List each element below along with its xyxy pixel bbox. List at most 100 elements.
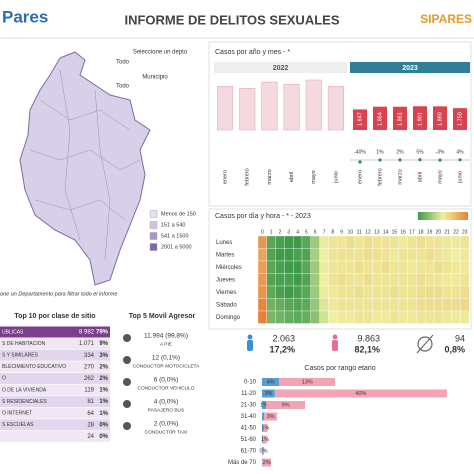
heatmap-cell xyxy=(407,298,417,312)
heatmap-cell xyxy=(451,235,461,249)
heatmap-cell xyxy=(328,260,338,274)
age-bar xyxy=(262,447,263,455)
month-label: marzo xyxy=(397,169,403,184)
heatmap-cell xyxy=(293,310,303,324)
change-label: 1% xyxy=(376,149,384,155)
heatmap-cell xyxy=(451,273,461,287)
map-note: one un Departamento para filtrar todo el… xyxy=(0,291,117,297)
heatmap-cell xyxy=(319,235,329,249)
depto-value: Todo xyxy=(116,60,130,66)
heatmap-cell xyxy=(319,260,329,274)
heatmap-panel xyxy=(208,208,472,330)
heatmap-cell xyxy=(389,298,399,312)
heatmap-cell xyxy=(257,298,267,312)
site-name: BLECIMIENTO EDUCATIVO xyxy=(2,364,66,370)
month-bar xyxy=(261,81,278,131)
age-value-label: 3% xyxy=(267,414,275,420)
age-value-label: 1% xyxy=(261,425,269,431)
hour-label: 6 xyxy=(314,229,317,235)
heatmap-cell xyxy=(363,260,373,274)
monthly-title: Casos por año y mes - * xyxy=(215,49,290,56)
heatmap-cell xyxy=(407,310,417,324)
heatmap-cell xyxy=(257,310,267,324)
year-header xyxy=(350,62,470,73)
heatmap-cell xyxy=(372,298,382,312)
site-share: 1% xyxy=(99,388,108,394)
heatmap-cell xyxy=(266,285,276,299)
heatmap-cell xyxy=(433,310,443,324)
year-label: 2023 xyxy=(402,65,418,72)
heatmap-cell xyxy=(416,310,426,324)
change-label: 5% xyxy=(416,149,424,155)
heatmap-cell xyxy=(460,260,470,274)
month-bar xyxy=(305,79,322,131)
heatmap-cell xyxy=(416,298,426,312)
heatmap-cell xyxy=(451,298,461,312)
heatmap-cell xyxy=(275,273,285,287)
heatmap-cell xyxy=(284,298,294,312)
site-share: 3% xyxy=(99,353,108,359)
site-share: 2% xyxy=(99,376,108,382)
map-border xyxy=(94,89,111,261)
agresor-value: 4 (0,0%) xyxy=(154,399,179,406)
legend-swatch xyxy=(149,243,158,251)
month-bar xyxy=(353,109,367,130)
heatmap-cell xyxy=(416,285,426,299)
site-count: 119 xyxy=(84,388,94,394)
month-label: febrero xyxy=(245,168,251,185)
bar-value-label: 1.750 xyxy=(457,112,463,126)
heatmap-cell xyxy=(310,310,320,324)
heatmap-cell xyxy=(301,248,311,262)
site-share: 0% xyxy=(99,434,108,440)
agresor-title: Top 5 Movil Agresor xyxy=(129,313,196,320)
hour-label: 23 xyxy=(462,229,468,235)
age-value-label: 1% xyxy=(261,437,269,443)
heatmap-cell xyxy=(310,273,320,287)
sites-row xyxy=(0,407,110,419)
hour-label: 17 xyxy=(409,229,415,235)
heatmap-cell xyxy=(363,298,373,312)
heatmap-cell xyxy=(301,285,311,299)
heatmap-cell xyxy=(442,298,452,312)
month-bar xyxy=(327,86,344,131)
heatmap-cell xyxy=(442,248,452,262)
heatmap-cell xyxy=(257,260,267,274)
heatmap-cell xyxy=(345,248,355,262)
hour-label: 13 xyxy=(374,229,380,235)
heatmap-cell xyxy=(284,285,294,299)
hour-label: 21 xyxy=(444,229,450,235)
site-share: 0% xyxy=(99,422,108,428)
heatmap-cell xyxy=(293,298,303,312)
day-label: Viernes xyxy=(216,290,236,296)
heatmap-cell xyxy=(345,235,355,249)
month-label: enero xyxy=(357,170,363,184)
agresor-value: 12 (0,1%) xyxy=(152,355,180,362)
heatmap-cell xyxy=(337,235,347,249)
heatmap-cell xyxy=(451,310,461,324)
heatmap-cell xyxy=(257,248,267,262)
heatmap-cell xyxy=(372,273,382,287)
age-value-label: 3% xyxy=(264,391,272,397)
heatmap-cell xyxy=(319,285,329,299)
heatmap-cell xyxy=(328,248,338,262)
legend-swatch xyxy=(149,221,158,229)
site-name: S RESIDENCIALES xyxy=(2,399,47,405)
month-bar xyxy=(283,83,300,131)
site-count: 24 xyxy=(87,434,94,440)
site-share: 79% xyxy=(96,330,109,336)
heatmap-cell xyxy=(337,310,347,324)
heatmap-cell xyxy=(284,235,294,249)
heatmap-cell xyxy=(372,310,382,324)
age-bar xyxy=(262,447,265,455)
stat-count: 2.063 xyxy=(272,333,295,343)
hour-label: 3 xyxy=(287,229,290,235)
map-border xyxy=(29,149,141,171)
hour-label: 18 xyxy=(418,229,424,235)
stat-share: 17,2% xyxy=(269,344,295,354)
heatmap-cell xyxy=(275,235,285,249)
heatmap-cell xyxy=(398,248,408,262)
map-colombia[interactable] xyxy=(19,51,151,286)
agresor-value: 2 (0,0%) xyxy=(154,421,179,428)
change-label: 2% xyxy=(396,149,404,155)
site-name: S DE HABITACION xyxy=(2,341,46,347)
